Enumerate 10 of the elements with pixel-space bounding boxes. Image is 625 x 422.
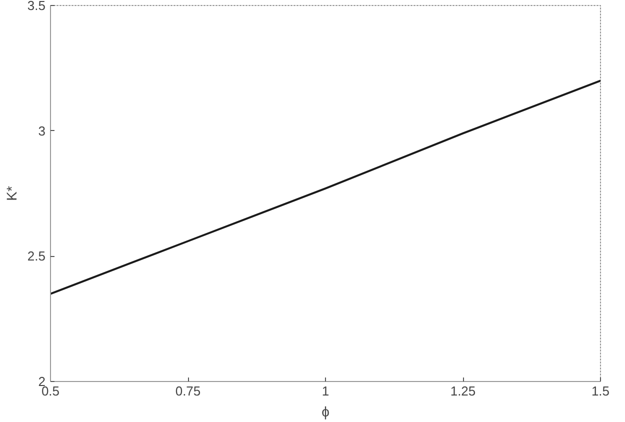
- y-tick-label: 3: [38, 123, 46, 138]
- x-tick-label: 0.75: [175, 384, 201, 398]
- x-tick-label: 1.25: [450, 384, 476, 398]
- y-tick-label: 2.5: [27, 248, 46, 264]
- y-tick-label: 3.5: [27, 0, 46, 13]
- y-axis-title: K*: [3, 186, 20, 201]
- line-series: [50, 80, 600, 295]
- x-tick-label: 1: [322, 384, 330, 398]
- x-tick-label: 1.5: [591, 384, 610, 398]
- x-axis-title: ϕ: [322, 404, 330, 420]
